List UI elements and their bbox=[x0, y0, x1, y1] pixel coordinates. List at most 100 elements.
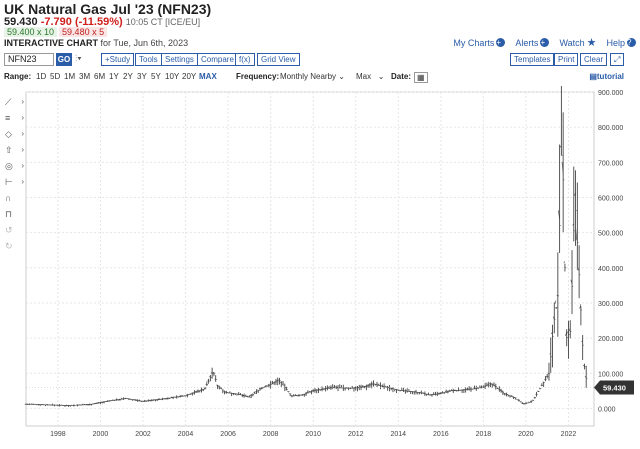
range-5y[interactable]: 5Y bbox=[151, 72, 161, 81]
symbol-input[interactable]: NFN23 bbox=[4, 53, 54, 66]
x-tick-label: 2010 bbox=[305, 431, 321, 438]
ohlc-open-tick bbox=[209, 376, 211, 378]
x-tick-label: 2012 bbox=[348, 431, 364, 438]
chart-toolbar: NFN23 GO ⫶▾ +Study Tools Settings Compar… bbox=[4, 53, 636, 67]
ohlc-open-tick bbox=[565, 331, 567, 336]
watch-link[interactable]: Watch ★ bbox=[559, 36, 596, 49]
add-study-button[interactable]: +Study bbox=[101, 53, 135, 66]
watch-label: Watch bbox=[559, 37, 585, 48]
compare-button[interactable]: Compare bbox=[197, 53, 238, 66]
chevron-right-icon: › bbox=[21, 97, 24, 106]
ohlc-open-tick bbox=[545, 375, 548, 377]
chevron-right-icon: › bbox=[21, 161, 24, 170]
ohlc-open-tick bbox=[554, 300, 557, 304]
arrow-tool-glyph: ⇧ bbox=[5, 145, 13, 155]
measure-tool-glyph: ⊢ bbox=[5, 177, 13, 187]
expand-icon[interactable]: ⤢ bbox=[610, 53, 624, 66]
bid-quote: 59.400 x 10 bbox=[4, 27, 58, 37]
ohlc-open-tick bbox=[274, 380, 277, 382]
ohlc-open-tick bbox=[584, 375, 587, 378]
range-2y[interactable]: 2Y bbox=[123, 72, 133, 81]
ohlc-open-tick bbox=[354, 387, 356, 389]
ohlc-open-tick bbox=[563, 261, 566, 264]
redo-icon[interactable]: ↻ bbox=[4, 241, 26, 255]
measure-tool-icon[interactable]: ⊢ › bbox=[4, 177, 26, 191]
y-tick-label: 500.000 bbox=[598, 231, 623, 238]
settings-button[interactable]: Settings bbox=[161, 53, 198, 66]
shape-tool-icon[interactable]: ◇ › bbox=[4, 129, 26, 143]
period-select[interactable]: Max ⌄ bbox=[356, 72, 385, 81]
ohlc-open-tick bbox=[556, 294, 558, 296]
chart-type-icon[interactable]: ⫶▾ bbox=[75, 53, 82, 63]
last-price: 59.430 bbox=[4, 16, 38, 28]
x-tick-label: 2008 bbox=[263, 431, 279, 438]
my-charts-label: My Charts bbox=[453, 37, 495, 48]
x-tick-label: 2020 bbox=[518, 431, 534, 438]
tools-button[interactable]: Tools bbox=[135, 53, 162, 66]
line-tool-glyph: ⟋ bbox=[5, 97, 12, 107]
x-tick-label: 2006 bbox=[220, 431, 236, 438]
help-label: Help bbox=[606, 37, 625, 48]
tutorial-link[interactable]: ▤tutorial bbox=[589, 72, 624, 81]
ohlc-open-tick bbox=[487, 384, 489, 386]
grid-view-button[interactable]: Grid View bbox=[257, 53, 300, 66]
plus-icon: + bbox=[496, 38, 506, 47]
range-max[interactable]: MAX bbox=[199, 72, 217, 81]
price-chart[interactable]: 0.000 100.000 200.000 300.000 400.000 500.000… bbox=[0, 48, 640, 449]
plus-icon: + bbox=[540, 38, 550, 47]
range-1d[interactable]: 1D bbox=[36, 72, 47, 81]
frequency-value: Monthly Nearby bbox=[280, 72, 337, 81]
ohlc-open-tick bbox=[492, 384, 495, 386]
lock-icon[interactable]: ⊓ bbox=[4, 209, 26, 223]
my-charts-link[interactable]: My Charts + bbox=[453, 36, 506, 49]
y-tick-label: 300.000 bbox=[598, 301, 623, 308]
range-3y[interactable]: 3Y bbox=[137, 72, 147, 81]
go-button[interactable]: GO bbox=[56, 53, 72, 66]
templates-button[interactable]: Templates bbox=[510, 53, 555, 66]
magnet-icon[interactable]: ∩ bbox=[4, 193, 26, 207]
ohlc-open-tick bbox=[336, 386, 339, 388]
range-3m[interactable]: 3M bbox=[79, 72, 91, 81]
range-1m[interactable]: 1M bbox=[64, 72, 76, 81]
undo-glyph: ↺ bbox=[5, 225, 13, 235]
ohlc-open-tick bbox=[407, 390, 410, 392]
x-tick-label: 1998 bbox=[50, 431, 66, 438]
range-label: Range: bbox=[4, 72, 32, 81]
alerts-link[interactable]: Alerts + bbox=[515, 36, 550, 49]
frequency-select[interactable]: Monthly Nearby ⌄ bbox=[280, 72, 345, 81]
chevron-down-icon: ⌄ bbox=[377, 72, 385, 81]
tutorial-label: tutorial bbox=[596, 72, 624, 81]
range-20y[interactable]: 20Y bbox=[182, 72, 197, 81]
y-tick-label: 600.000 bbox=[598, 195, 623, 202]
ohlc-open-tick bbox=[567, 331, 569, 334]
range-10y[interactable]: 10Y bbox=[165, 72, 180, 81]
plot-frame bbox=[25, 91, 595, 427]
calendar-icon[interactable]: ▦ bbox=[414, 72, 428, 83]
ohlc-open-tick bbox=[357, 386, 360, 388]
ohlc-open-tick bbox=[210, 372, 213, 374]
ohlc-open-tick bbox=[583, 364, 585, 367]
help-link[interactable]: Help? bbox=[606, 36, 636, 49]
range-5d[interactable]: 5D bbox=[50, 72, 61, 81]
chevron-right-icon: › bbox=[21, 177, 24, 186]
price-change: -7.790 (-11.59%) bbox=[40, 16, 123, 28]
pattern-tool-icon[interactable]: ◎ › bbox=[4, 161, 26, 175]
arrow-tool-icon[interactable]: ⇧ › bbox=[4, 145, 26, 159]
chart-area[interactable]: 0.000 100.000 200.000 300.000 400.000 500.000… bbox=[0, 48, 640, 449]
ohlc-open-tick bbox=[577, 267, 580, 271]
redo-glyph: ↻ bbox=[5, 241, 13, 251]
pattern-tool-glyph: ◎ bbox=[5, 161, 13, 171]
print-button[interactable]: Print bbox=[554, 53, 579, 66]
ohlc-open-tick bbox=[547, 372, 550, 375]
fib-tool-icon[interactable]: ≡ › bbox=[4, 113, 26, 127]
page-title: UK Natural Gas Jul '23 (NFN23) bbox=[4, 1, 212, 17]
fx-button[interactable]: f(x) bbox=[235, 53, 255, 66]
ohlc-open-tick bbox=[538, 387, 541, 389]
undo-icon[interactable]: ↺ bbox=[4, 225, 26, 239]
shape-tool-glyph: ◇ bbox=[5, 129, 12, 139]
range-6m[interactable]: 6M bbox=[94, 72, 106, 81]
line-tool-icon[interactable]: ⟋ › bbox=[4, 97, 26, 111]
date-label: Date: bbox=[391, 72, 412, 81]
clear-button[interactable]: Clear bbox=[580, 53, 608, 66]
range-1y[interactable]: 1Y bbox=[109, 72, 119, 81]
